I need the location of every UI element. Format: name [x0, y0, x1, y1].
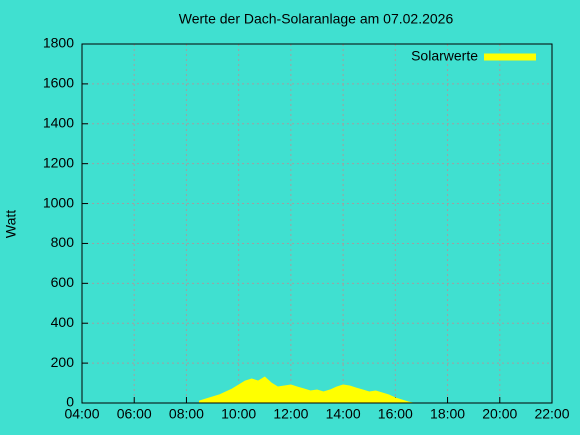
y-tick-label: 1200: [43, 154, 74, 170]
y-tick-label: 400: [51, 314, 75, 330]
x-tick-label: 22:00: [534, 406, 569, 422]
y-tick-label: 1000: [43, 194, 74, 210]
y-tick-label: 800: [51, 234, 75, 250]
legend-label: Solarwerte: [411, 48, 478, 64]
area: [199, 376, 413, 404]
x-tick-label: 20:00: [482, 406, 517, 422]
y-tick-label: 1800: [43, 35, 74, 51]
x-tick-label: 10:00: [221, 406, 256, 422]
plot-frame: [81, 43, 553, 404]
x-tick-label: 12:00: [273, 406, 308, 422]
y-tick-label: 1600: [43, 75, 74, 91]
y-tick-label: 600: [51, 274, 75, 290]
y-tick-label: 200: [51, 354, 75, 370]
x-tick-label: 16:00: [378, 406, 413, 422]
chart-title: Werte der Dach-Solaranlage am 07.02.2026: [179, 11, 454, 27]
x-tick-label: 18:00: [430, 406, 465, 422]
x-tick-label: 04:00: [64, 406, 99, 422]
x-tick-label: 14:00: [326, 406, 361, 422]
x-tick-label: 08:00: [169, 406, 204, 422]
y-tick-label: 0: [66, 394, 74, 410]
y-tick-label: 1400: [43, 114, 74, 130]
y-axis-label: Watt: [3, 210, 19, 238]
x-tick-label: 06:00: [117, 406, 152, 422]
